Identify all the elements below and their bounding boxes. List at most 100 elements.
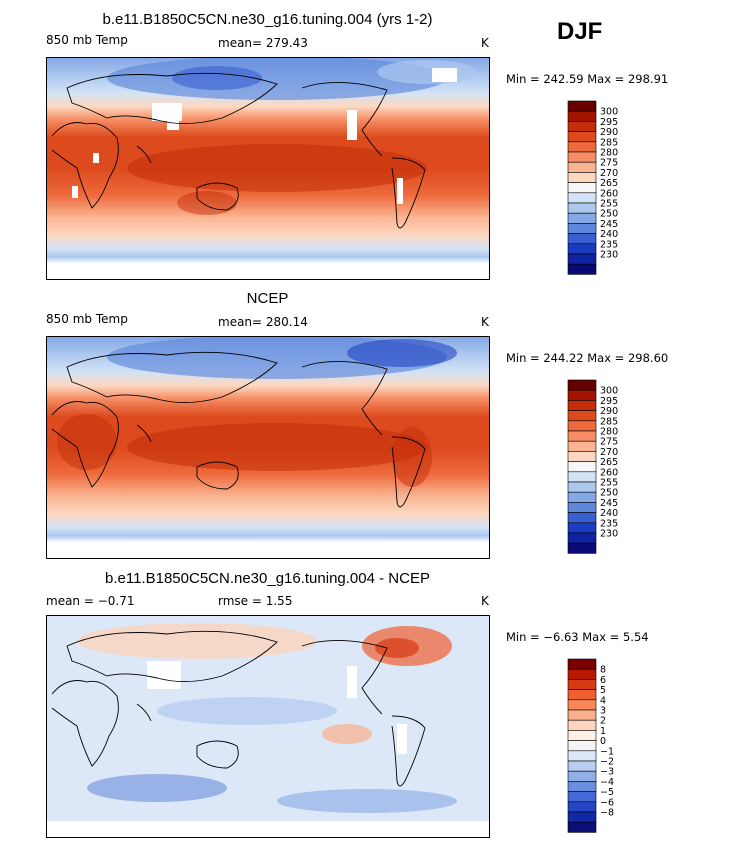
panel2-colorbar-tick-label: 250 <box>600 488 618 499</box>
panel3-minmax: Min = −6.63 Max = 5.54 <box>506 630 649 644</box>
panel1-variable-label: 850 mb Temp <box>46 33 128 47</box>
panel3-colorbar-tick-label: 2 <box>600 716 606 727</box>
panel1-colorbar-swatch <box>567 172 597 183</box>
panel1-colorbar-tick-label: 285 <box>600 137 618 148</box>
panel3-colorbar-tick-label: −6 <box>600 797 614 808</box>
panel1-colorbar: 300 295 290 285 280 275 270 265 260 255 250 245 240 2… <box>567 100 637 275</box>
panel2-colorbar-tick-label: 265 <box>600 457 618 468</box>
panel3-colorbar-tick-label: −5 <box>600 787 614 798</box>
panel1-colorbar-tick-label: 280 <box>600 148 618 159</box>
panel2-mean-label: mean= 280.14 <box>218 315 308 329</box>
panel3-colorbar-swatch <box>567 750 597 762</box>
panel3-field <box>47 616 489 837</box>
panel2-colorbar-tick-label: 255 <box>600 478 618 489</box>
panel2-colorbar-tick-label: 290 <box>600 406 618 417</box>
panel2-colorbar-swatch <box>567 430 597 442</box>
panel1-colorbar-swatch <box>567 263 597 275</box>
panel3-map <box>46 615 490 838</box>
panel2-colorbar-swatch <box>567 389 597 401</box>
panel1-colorbar-swatch <box>567 233 597 245</box>
panel1-title: b.e11.B1850C5CN.ne30_g16.tuning.004 (yrs… <box>102 11 433 28</box>
panel3-colorbar-tick-label: 8 <box>600 665 606 676</box>
panel1-colorbar-tick-label: 265 <box>600 178 618 189</box>
panel1-colorbar-tick-label: 235 <box>600 239 618 250</box>
panel2-colorbar-tick-label: 300 <box>600 386 618 397</box>
panel1-colorbar-tick-label: 260 <box>600 188 618 199</box>
panel3-colorbar-tick-label: −1 <box>600 746 614 757</box>
panel3-colorbar-swatch <box>567 689 597 701</box>
panel1-colorbar-swatch <box>567 131 597 143</box>
panel3-colorbar-tick-label: 1 <box>600 726 606 737</box>
panel2-colorbar-swatch <box>567 542 597 554</box>
panel1-units-label: K <box>481 36 489 50</box>
panel2-colorbar-swatch <box>567 410 597 422</box>
panel1-colorbar-swatch <box>567 100 597 112</box>
panel3-colorbar-swatch <box>567 719 597 731</box>
panel3-colorbar-tick-label: −8 <box>600 808 614 819</box>
panel3-colorbar-swatch <box>567 791 597 803</box>
panel2-minmax: Min = 244.22 Max = 298.60 <box>506 351 669 365</box>
panel3-colorbar-tick-label: 3 <box>600 706 606 717</box>
panel3-colorbar-tick-label: 6 <box>600 675 606 686</box>
panel1-colorbar-tick-label: 290 <box>600 127 618 138</box>
panel2-variable-label: 850 mb Temp <box>46 312 128 326</box>
panel1-colorbar-tick-label: 255 <box>600 199 618 210</box>
panel2-colorbar-swatch <box>567 440 597 452</box>
panel1-colorbar-swatch <box>567 182 597 194</box>
panel1-colorbar-swatch <box>567 161 597 173</box>
panel2-colorbar-swatch <box>567 451 597 462</box>
panel1-colorbar-swatch <box>567 121 597 132</box>
panel3-colorbar-swatch <box>567 668 597 680</box>
panel2-colorbar-swatch <box>567 532 597 544</box>
panel1-field <box>47 58 489 279</box>
panel1-mean-label: mean= 279.43 <box>218 36 308 50</box>
panel3-colorbar-tick-label: −2 <box>600 757 614 768</box>
panel1-colorbar-swatch <box>567 212 597 224</box>
panel3-colorbar-swatch <box>567 801 597 813</box>
panel1-colorbar-swatch <box>567 223 597 234</box>
panel2-colorbar-tick-label: 240 <box>600 508 618 519</box>
panel1-colorbar-tick-label: 240 <box>600 229 618 240</box>
panel1-colorbar-tick-label: 245 <box>600 219 618 230</box>
panel3-colorbar-swatch <box>567 781 597 792</box>
panel2-colorbar-swatch <box>567 420 597 432</box>
panel2-colorbar-tick-label: 280 <box>600 427 618 438</box>
panel2-colorbar-tick-label: 260 <box>600 467 618 478</box>
panel1-map <box>46 57 490 280</box>
panel3-colorbar-swatch <box>567 821 597 833</box>
panel3-colorbar-swatch <box>567 740 597 752</box>
panel2-colorbar-swatch <box>567 502 597 513</box>
panel3-colorbar-swatch <box>567 770 597 782</box>
panel2-colorbar-swatch <box>567 491 597 503</box>
panel2-field <box>47 337 489 558</box>
panel2-colorbar-swatch <box>567 481 597 493</box>
panel2-colorbar-swatch <box>567 522 597 534</box>
panel1-colorbar-tick-label: 295 <box>600 117 618 128</box>
panel3-colorbar: 8 6 5 4 3 2 1 0 −1 −2 −3 −4 −5 −6 −8 <box>567 658 637 833</box>
panel2-units-label: K <box>481 315 489 329</box>
panel2-colorbar-swatch <box>567 400 597 411</box>
panel2-colorbar: 300 295 290 285 280 275 270 265 260 255 250 245 240 2… <box>567 379 637 554</box>
panel1-colorbar-swatch <box>567 110 597 122</box>
panel1-colorbar-swatch <box>567 192 597 204</box>
panel1-colorbar-swatch <box>567 253 597 265</box>
panel2-colorbar-swatch <box>567 512 597 524</box>
panel3-colorbar-tick-label: −3 <box>600 767 614 778</box>
panel2-colorbar-tick-label: 270 <box>600 447 618 458</box>
panel3-colorbar-swatch <box>567 811 597 823</box>
panel3-colorbar-swatch <box>567 679 597 690</box>
panel3-colorbar-swatch <box>567 760 597 772</box>
panel1-colorbar-tick-label: 270 <box>600 168 618 179</box>
panel2-colorbar-swatch <box>567 461 597 473</box>
panel2-map <box>46 336 490 559</box>
panel3-title: b.e11.B1850C5CN.ne30_g16.tuning.004 - NC… <box>105 570 430 587</box>
panel3-mean-label: mean = −0.71 <box>46 594 135 608</box>
panel1-colorbar-tick-label: 250 <box>600 209 618 220</box>
panel2-title: NCEP <box>246 290 289 307</box>
panel2-colorbar-tick-label: 285 <box>600 416 618 427</box>
panel2-colorbar-tick-label: 235 <box>600 518 618 529</box>
panel3-colorbar-tick-label: −4 <box>600 777 614 788</box>
panel3-colorbar-tick-label: 4 <box>600 695 606 706</box>
panel1-colorbar-swatch <box>567 151 597 163</box>
panel2-colorbar-tick-label: 295 <box>600 396 618 407</box>
